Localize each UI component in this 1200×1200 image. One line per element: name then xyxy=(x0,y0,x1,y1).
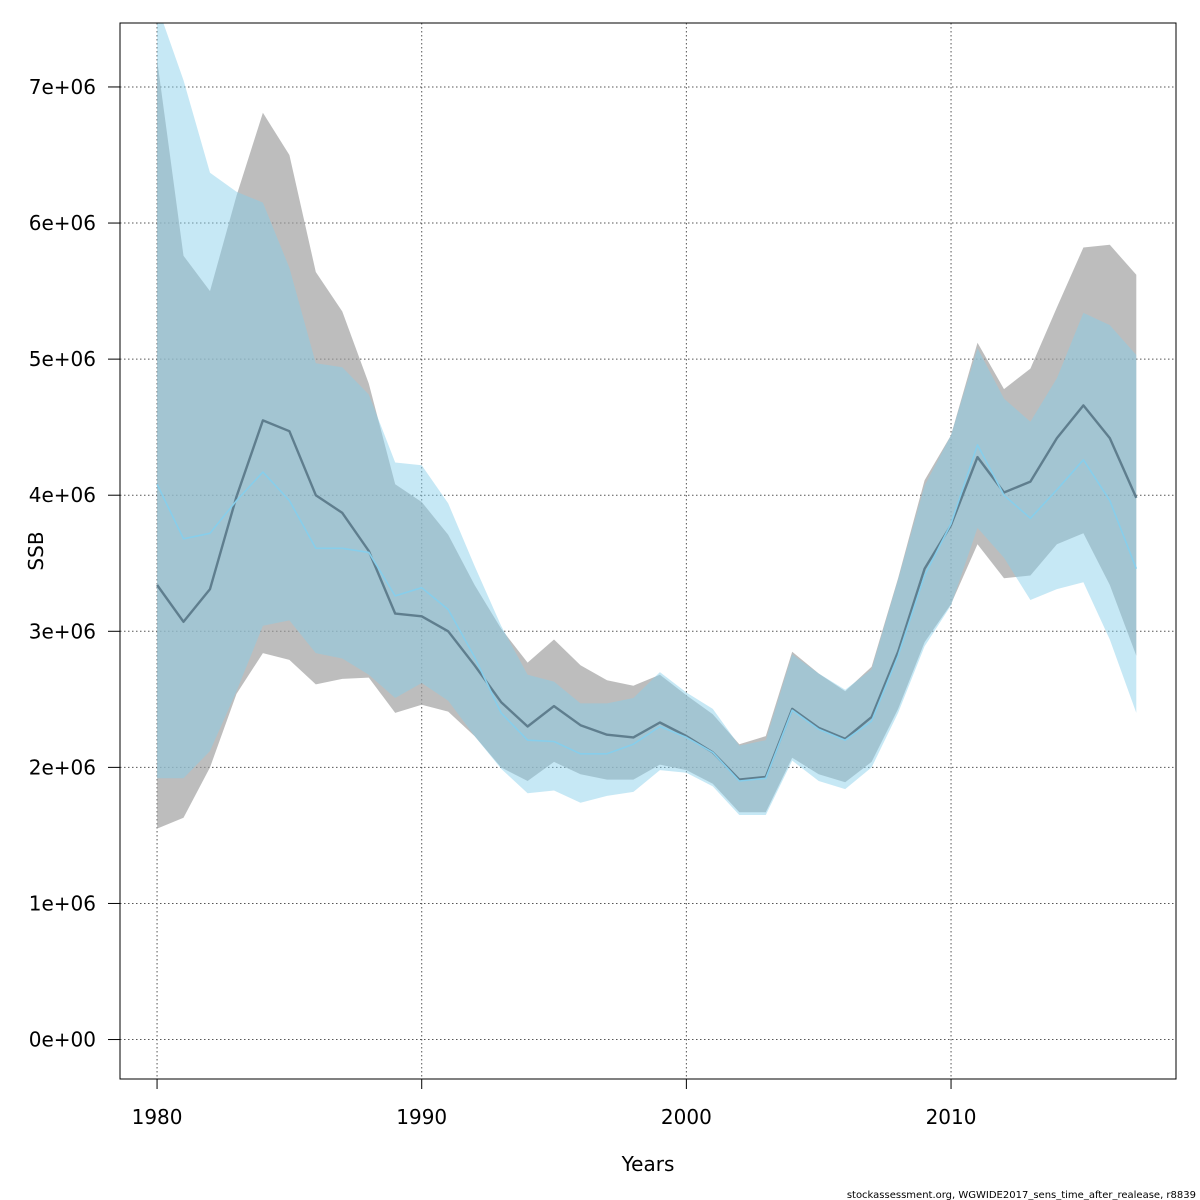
y-tick-label-7: 7e+06 xyxy=(29,75,96,99)
y-tick-label-5: 5e+06 xyxy=(29,347,96,371)
axes: 1980 1990 2000 2010 0e+00 1e+06 2e+06 3e+06 4e+0… xyxy=(29,75,977,1129)
y-tick-label-4: 4e+06 xyxy=(29,483,96,507)
confidence-bands xyxy=(157,23,1137,829)
y-axis-title: SSB xyxy=(24,531,48,570)
confidence-band-1 xyxy=(157,59,1137,829)
x-tick-label-2000: 2000 xyxy=(661,1105,712,1129)
y-tick-label-1: 1e+06 xyxy=(29,891,96,915)
source-footnote: stockassessment.org, WGWIDE2017_sens_tim… xyxy=(847,1190,1196,1200)
y-tick-label-3: 3e+06 xyxy=(29,619,96,643)
x-axis-title: Years xyxy=(621,1152,675,1176)
plot-frame xyxy=(119,22,1177,1080)
series-line-2 xyxy=(156,444,1138,782)
series-line-1 xyxy=(156,404,1138,781)
x-tick-label-1980: 1980 xyxy=(132,1105,183,1129)
y-tick-label-0: 0e+00 xyxy=(29,1028,96,1052)
y-tick-label-6: 6e+06 xyxy=(29,211,96,235)
x-tick-label-2010: 2010 xyxy=(926,1105,977,1129)
series-lines xyxy=(156,404,1138,782)
x-tick-label-1990: 1990 xyxy=(396,1105,447,1129)
y-tick-label-2: 2e+06 xyxy=(29,755,96,779)
confidence-band-2 xyxy=(157,23,1137,815)
